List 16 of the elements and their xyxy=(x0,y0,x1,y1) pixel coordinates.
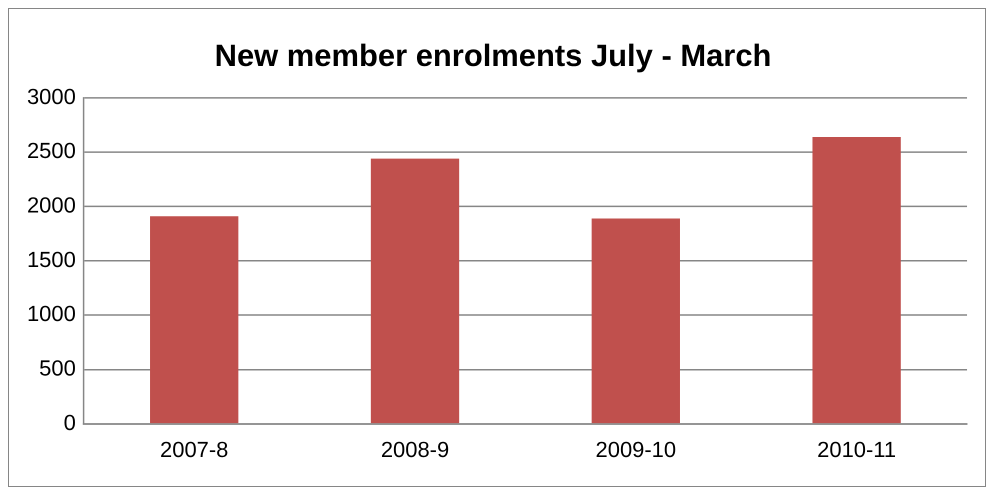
x-tick-label: 2007-8 xyxy=(160,437,228,462)
x-tick-label: 2008-9 xyxy=(380,437,450,462)
y-tick-label: 0 xyxy=(64,410,76,435)
bar xyxy=(812,136,901,424)
chart-title: New member enrolments July - March xyxy=(214,38,772,73)
bar xyxy=(592,218,680,424)
y-tick-label: 3000 xyxy=(26,84,76,109)
x-tick-label: 2009-10 xyxy=(596,437,676,462)
bar xyxy=(150,216,238,424)
y-tick-label: 1500 xyxy=(26,246,76,272)
y-tick-label: 2000 xyxy=(26,192,76,218)
y-tick-label: 2500 xyxy=(26,138,76,164)
y-tick-label: 1000 xyxy=(26,301,76,326)
x-tick-label: 2010-11 xyxy=(817,437,896,462)
bar xyxy=(370,158,460,424)
y-tick-label: 500 xyxy=(39,356,76,381)
